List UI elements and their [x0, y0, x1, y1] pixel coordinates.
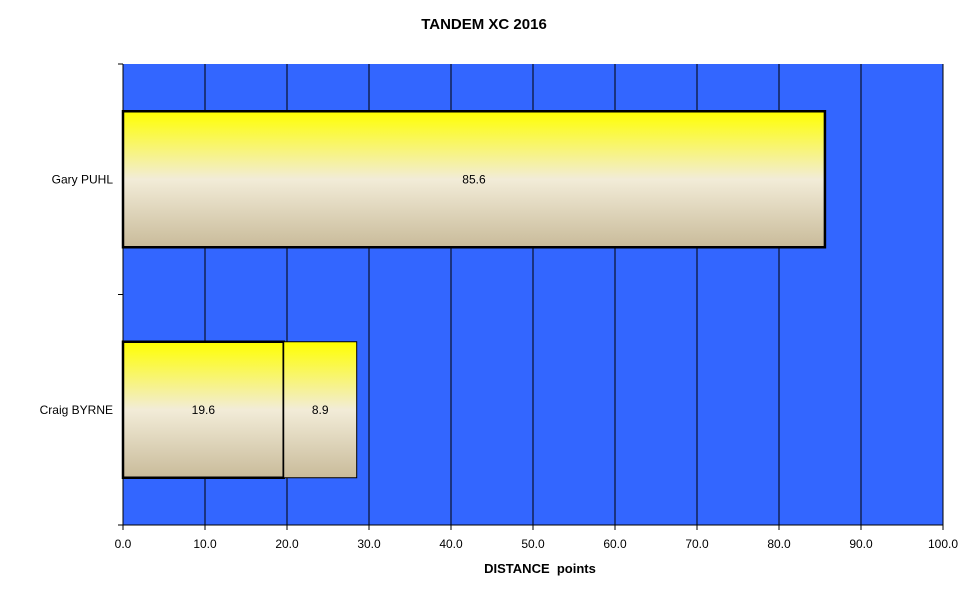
x-tick-label: 50.0	[521, 537, 545, 551]
chart-title: TANDEM XC 2016	[421, 16, 547, 33]
x-tick-label: 30.0	[357, 537, 381, 551]
data-label: 85.6	[462, 172, 486, 186]
x-tick-label: 100.0	[928, 537, 958, 551]
x-tick-label: 10.0	[193, 537, 217, 551]
x-tick-label: 40.0	[439, 537, 463, 551]
y-axis-categories: Gary PUHL Craig BYRNE	[40, 63, 123, 526]
x-axis-title: DISTANCE points	[484, 561, 596, 576]
category-label: Craig BYRNE	[40, 403, 113, 417]
x-tick-label: 70.0	[685, 537, 709, 551]
x-tick-label: 20.0	[275, 537, 299, 551]
data-label: 19.6	[192, 403, 216, 417]
data-label: 8.9	[312, 403, 329, 417]
bar	[121, 340, 285, 479]
x-axis-ticks: 0.0 10.0 20.0 30.0 40.0 50.0 60.0 70.0 80.0 90.0 1…	[115, 525, 958, 551]
x-tick-label: 90.0	[849, 537, 873, 551]
x-tick-label: 60.0	[603, 537, 627, 551]
bars: 85.6 19.6 8.9	[121, 110, 827, 479]
category-label: Gary PUHL	[52, 172, 114, 186]
x-tick-label: 80.0	[767, 537, 791, 551]
x-tick-label: 0.0	[115, 537, 132, 551]
bar	[283, 341, 358, 479]
bar	[121, 110, 827, 249]
